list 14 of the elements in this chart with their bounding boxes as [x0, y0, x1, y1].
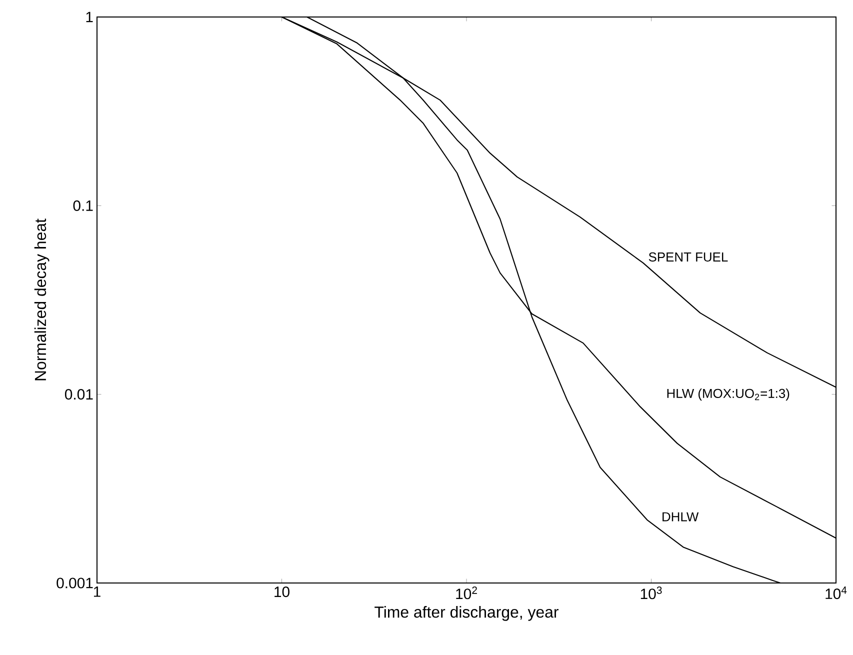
y-tick-label: 0.001 [56, 578, 93, 588]
x-axis-title: Time after discharge, year [374, 606, 558, 621]
y-tick-label: 0.01 [64, 389, 93, 400]
x-tick-label: 10 [274, 586, 290, 598]
series-label: HLW (MOX:UO$_{2}$=1:3) [667, 388, 790, 401]
y-axis-title: Normalized decay heat [34, 218, 50, 380]
x-tick-label: 10$^{3}$ [640, 586, 662, 600]
x-tick-label: 10$^{4}$ [826, 586, 847, 600]
y-tick-label: 0.1 [73, 200, 93, 211]
series-label: SPENT FUEL [648, 252, 728, 262]
y-tick-label: 1 [86, 12, 93, 22]
x-tick-label: 10$^{2}$ [456, 586, 477, 600]
x-tick-label: 1 [94, 586, 100, 597]
series-label: DHLW [662, 512, 699, 522]
